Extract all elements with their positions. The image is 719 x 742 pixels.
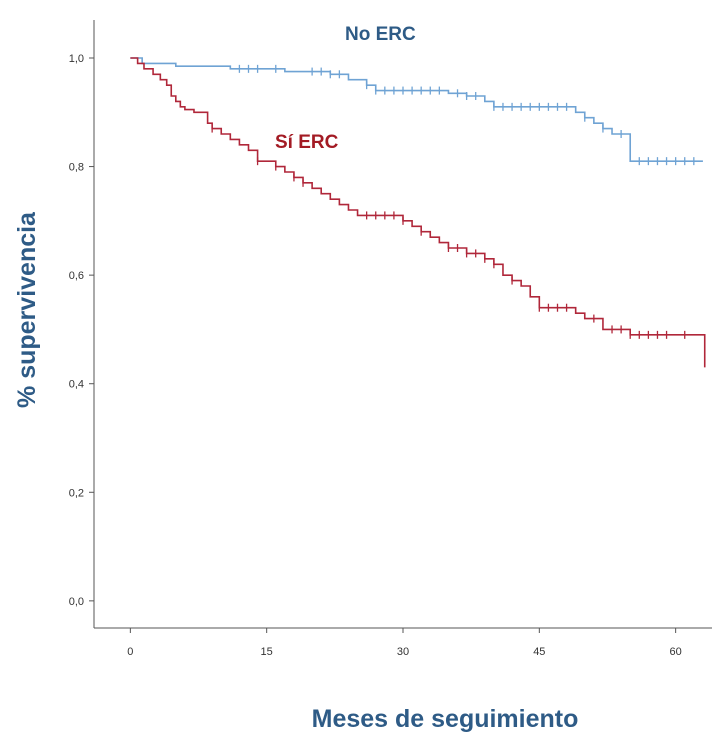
survival-curve-si-erc xyxy=(130,57,706,368)
x-tick-label: 15 xyxy=(261,646,273,658)
y-tick-label: 0,6 xyxy=(69,270,84,282)
y-tick-label: 0,2 xyxy=(69,487,84,499)
x-tick-label: 0 xyxy=(127,646,133,658)
series-layer xyxy=(130,57,706,368)
series-label-no-erc: No ERC xyxy=(345,24,416,45)
series-label-si-erc: Sí ERC xyxy=(275,132,339,153)
y-tick-label: 0,0 xyxy=(69,596,84,608)
survival-curve-no-erc xyxy=(130,57,703,162)
x-axis-title: Meses de seguimiento xyxy=(312,705,579,733)
y-axis-title: % supervivencia xyxy=(13,211,41,408)
x-tick-label: 60 xyxy=(670,646,682,658)
labels-layer: Meses de seguimiento % supervivencia No … xyxy=(13,24,578,733)
y-tick-label: 0,4 xyxy=(69,379,84,391)
x-tick-label: 30 xyxy=(397,646,409,658)
x-tick-label: 45 xyxy=(533,646,545,658)
axes: 0,0 0,2 0,4 0,6 0,8 1,0 0 15 30 45 60 xyxy=(69,20,712,658)
y-tick-label: 1,0 xyxy=(69,53,84,65)
y-tick-label: 0,8 xyxy=(69,162,84,174)
